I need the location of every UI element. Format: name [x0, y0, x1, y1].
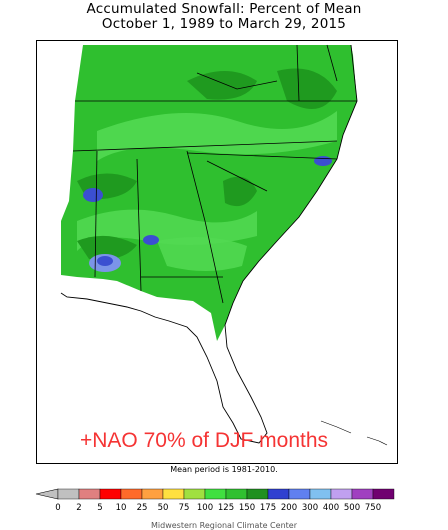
mean-period-note: Mean period is 1981-2010. [170, 465, 278, 474]
legend-label: 500 [344, 503, 360, 513]
legend-swatch [162, 488, 185, 500]
legend-label: 50 [158, 503, 169, 513]
blue-spot [97, 256, 113, 266]
nao-annotation: +NAO 70% of DJF months [80, 429, 329, 452]
legend-swatch [225, 488, 248, 500]
legend-swatch [309, 488, 332, 500]
color-legend: 0 2 5 10 25 50 75 100 125 150 175 200 300 400 500 750 [35, 488, 395, 513]
legend-label: 750 [365, 503, 381, 513]
dark-green-patch [77, 235, 137, 260]
legend-swatch [288, 488, 311, 500]
coastline [60, 44, 358, 444]
blue-spot [143, 235, 159, 245]
coastline-detail [320, 420, 388, 446]
snowfall-shaded-region [61, 45, 357, 341]
light-green-band [97, 111, 337, 161]
map-date-range: October 1, 1989 to March 29, 2015 [101, 16, 347, 32]
legend-swatch [120, 488, 143, 500]
legend-swatch [99, 488, 122, 500]
legend-label: 2 [76, 503, 81, 513]
legend-label: 125 [218, 503, 234, 513]
legend-label: 400 [323, 503, 339, 513]
legend-label: 175 [260, 503, 276, 513]
legend-swatch [372, 488, 395, 500]
legend-swatch [330, 488, 353, 500]
legend-swatch [183, 488, 206, 500]
dark-green-patch [187, 71, 257, 100]
state-boundaries [72, 44, 357, 304]
legend-swatch [204, 488, 227, 500]
legend-swatch [267, 488, 290, 500]
legend-label: 150 [239, 503, 255, 513]
blue-spot [314, 156, 332, 166]
legend-swatch [57, 488, 80, 500]
blue-spot [83, 188, 103, 202]
legend-label: 100 [197, 503, 213, 513]
legend-label: 25 [137, 503, 148, 513]
legend-label: 10 [116, 503, 127, 513]
snowfall-map: +NAO 70% of DJF months [36, 40, 398, 464]
legend-swatch [78, 488, 101, 500]
map-canvas [60, 44, 388, 446]
light-green-band [157, 237, 247, 271]
legend-arrow [35, 488, 59, 500]
map-title: Accumulated Snowfall: Percent of Mean [86, 1, 362, 17]
credit-text: Midwestern Regional Climate Center [151, 521, 297, 530]
legend-swatch [141, 488, 164, 500]
legend-label: 0 [55, 503, 60, 513]
legend-label: 300 [302, 503, 318, 513]
legend-label: 200 [281, 503, 297, 513]
dark-green-patch [223, 176, 257, 207]
legend-swatch [351, 488, 374, 500]
legend-label: 75 [179, 503, 190, 513]
legend-swatch [246, 488, 269, 500]
legend-label: 5 [97, 503, 102, 513]
dark-green-patch [277, 68, 337, 109]
